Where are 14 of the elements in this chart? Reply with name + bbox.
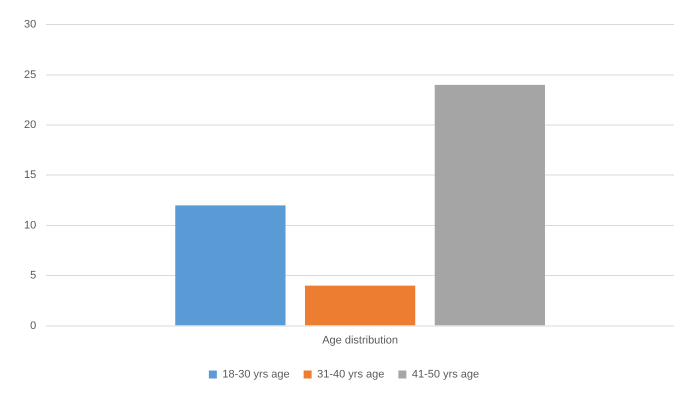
y-tick-label: 20 (24, 119, 36, 132)
bar (304, 286, 416, 326)
y-tick-label: 15 (24, 169, 36, 182)
legend-label: 18-30 yrs age (222, 368, 290, 381)
legend-label: 31-40 yrs age (317, 368, 384, 381)
legend-label: 41-50 yrs age (412, 368, 480, 381)
y-tick-label: 30 (24, 18, 36, 31)
y-tick-label: 0 (30, 320, 36, 332)
y-tick-label: 5 (30, 270, 36, 282)
y-tick-label: 25 (24, 68, 36, 81)
y-tick-label: 10 (24, 219, 36, 232)
x-tick-label: Age distribution (322, 334, 398, 346)
bar (175, 205, 286, 326)
bar (434, 84, 545, 326)
